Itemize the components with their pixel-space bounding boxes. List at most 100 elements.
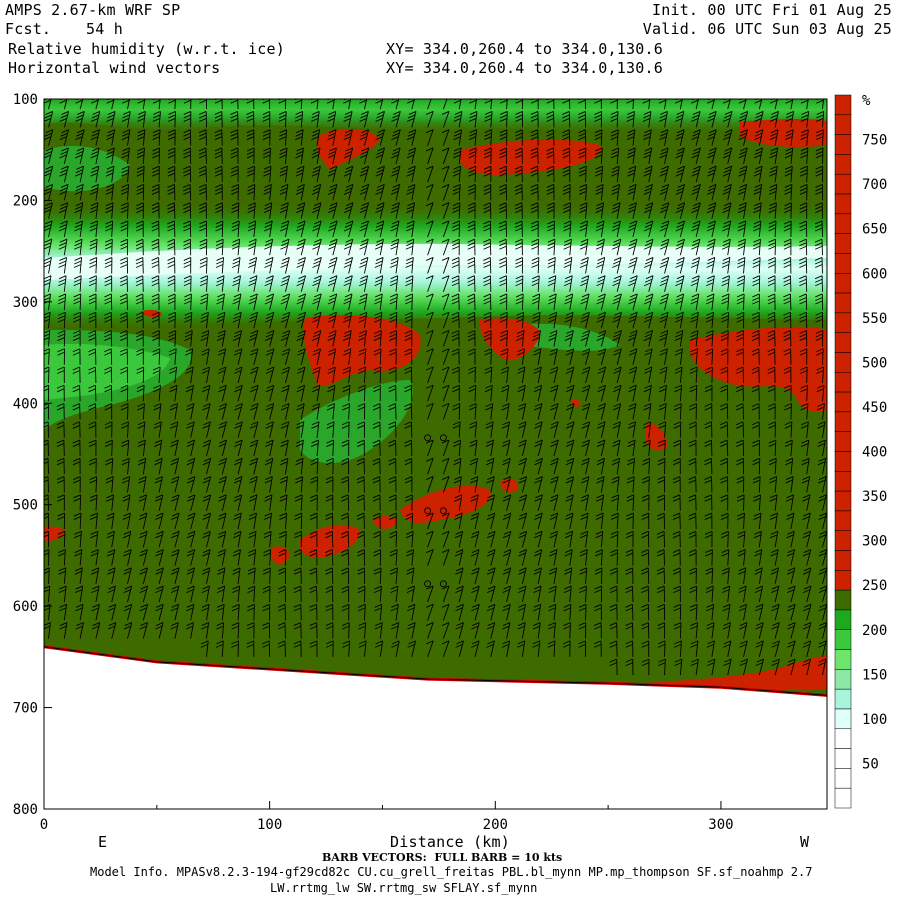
wind-barb	[151, 311, 160, 329]
barb-feather	[441, 549, 450, 553]
wind-barb	[106, 110, 116, 128]
wind-barb	[169, 366, 178, 384]
barb-feather	[138, 476, 147, 480]
wind-barb	[486, 567, 496, 584]
barb-staff	[79, 513, 82, 530]
barb-feather	[328, 93, 335, 96]
barb-feather	[187, 439, 195, 444]
barb-staff	[427, 458, 434, 475]
barb-feather	[215, 191, 223, 195]
barb-feather	[468, 165, 476, 170]
barb-feather	[500, 330, 508, 334]
barb-feather	[279, 479, 288, 484]
wind-barb	[105, 184, 114, 201]
wind-barb	[312, 366, 321, 384]
wind-barb	[389, 567, 398, 584]
barb-feather	[455, 625, 463, 630]
barb-feather	[216, 625, 224, 630]
barb-feather	[278, 567, 286, 572]
barb-feather	[548, 293, 557, 298]
barb-feather	[564, 552, 572, 557]
barb-feather	[57, 300, 66, 305]
barb-feather	[441, 640, 450, 645]
barb-staff	[158, 458, 163, 475]
barb-feather	[183, 224, 191, 228]
barb-feather	[72, 439, 80, 444]
barb-feather	[294, 494, 303, 499]
barb-feather	[75, 625, 83, 630]
barb-feather	[344, 330, 352, 334]
barb-feather	[581, 275, 589, 280]
barb-staff	[411, 275, 414, 292]
barb-feather	[44, 205, 52, 210]
barb-feather	[580, 318, 588, 323]
barb-feather	[453, 151, 461, 155]
barb-feather	[373, 348, 382, 353]
barb-feather	[231, 205, 239, 210]
wind-barb	[247, 202, 256, 219]
barb-feather	[168, 330, 176, 334]
barb-feather	[391, 257, 399, 261]
barb-feather	[485, 443, 494, 447]
calm-circle	[439, 434, 447, 442]
wind-barb	[183, 129, 192, 146]
barb-staff	[95, 147, 100, 165]
barb-feather	[375, 640, 383, 645]
barb-feather	[404, 424, 412, 429]
barb-staff	[521, 403, 527, 420]
barb-feather	[503, 512, 512, 517]
barb-feather	[120, 388, 128, 393]
barb-feather	[359, 330, 367, 334]
barb-staff	[569, 494, 574, 511]
barb-feather	[547, 224, 555, 228]
barb-feather	[441, 220, 450, 225]
barb-feather	[313, 348, 321, 353]
barb-feather	[578, 151, 586, 155]
barb-staff	[553, 604, 557, 621]
barb-feather	[406, 607, 415, 612]
barb-feather	[406, 136, 415, 141]
barb-feather	[611, 227, 620, 232]
barb-feather	[167, 147, 176, 152]
barb-feather	[548, 257, 556, 261]
barb-feather	[565, 406, 574, 411]
barb-feather	[311, 191, 320, 195]
barb-feather	[183, 242, 191, 247]
barb-feather	[277, 625, 286, 630]
barb-staff	[427, 330, 434, 347]
wind-barb	[390, 603, 399, 621]
barb-feather	[611, 479, 619, 484]
barb-feather	[610, 110, 619, 115]
wind-barb	[611, 238, 622, 256]
barb-feather	[155, 494, 164, 499]
barb-feather	[597, 388, 605, 393]
barb-feather	[377, 147, 385, 152]
wind-barb	[278, 530, 287, 548]
barb-feather	[328, 227, 336, 232]
wind-barb	[546, 202, 555, 219]
barb-feather	[514, 202, 523, 207]
barb-feather	[247, 184, 256, 188]
barb-feather	[426, 238, 434, 243]
barb-staff	[490, 439, 494, 457]
barb-feather	[451, 297, 460, 301]
barb-staff	[221, 640, 224, 657]
barb-feather	[563, 224, 571, 228]
barb-feather	[549, 549, 558, 553]
barb-feather	[263, 209, 272, 214]
wind-barb	[155, 585, 164, 603]
barb-staff	[127, 99, 130, 110]
barb-staff	[127, 458, 130, 475]
barb-feather	[278, 549, 287, 553]
wind-barb	[58, 603, 68, 621]
barb-feather	[375, 209, 383, 214]
barb-feather	[264, 461, 273, 466]
barb-feather	[389, 330, 397, 334]
wind-barb	[138, 512, 148, 530]
barb-staff	[616, 111, 619, 128]
barb-feather	[326, 424, 334, 429]
barb-feather	[234, 494, 242, 499]
barb-feather	[214, 154, 223, 159]
barb-staff	[63, 239, 68, 256]
barb-feather	[104, 424, 113, 429]
